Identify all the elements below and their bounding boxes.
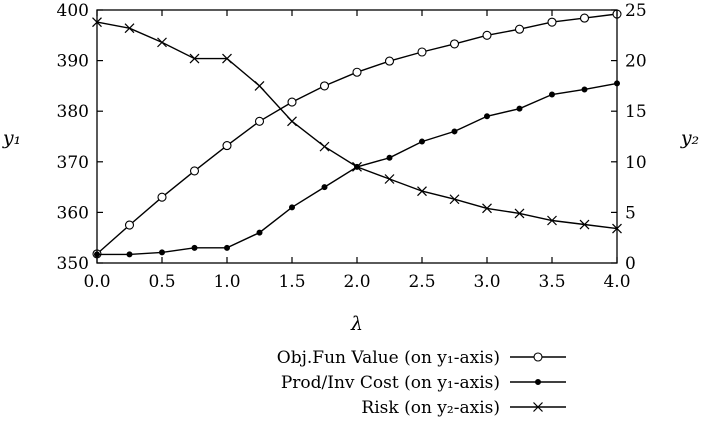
data-point-cost bbox=[581, 86, 588, 93]
x-tick-label: 2.0 bbox=[343, 272, 370, 292]
data-point-risk bbox=[157, 37, 167, 48]
data-point-objective bbox=[417, 47, 427, 57]
data-point-cost bbox=[418, 138, 425, 145]
y-left-tick-label: 360 bbox=[57, 203, 89, 223]
data-point-cost bbox=[126, 251, 133, 258]
data-point-cost bbox=[321, 184, 328, 191]
y-right-tick-label: 0 bbox=[625, 254, 636, 274]
plot-marks bbox=[92, 9, 622, 259]
y-right-axis-label: y₂ bbox=[680, 127, 699, 149]
x-tick-label: 0.0 bbox=[83, 272, 110, 292]
legend-marker-objective bbox=[533, 352, 543, 362]
plot-frame bbox=[96, 9, 618, 264]
x-tick-label: 0.5 bbox=[148, 272, 175, 292]
data-point-risk bbox=[449, 194, 460, 205]
y-right-tick-label: 25 bbox=[625, 1, 647, 21]
y-right-tick-label: 5 bbox=[625, 203, 636, 223]
x-tick-label: 4.0 bbox=[603, 272, 630, 292]
data-point-cost bbox=[288, 204, 295, 211]
data-point-cost bbox=[191, 244, 198, 251]
y-left-tick-label: 380 bbox=[57, 102, 89, 122]
data-point-risk bbox=[514, 208, 525, 219]
y-left-tick-label: 400 bbox=[57, 1, 89, 21]
data-point-risk bbox=[579, 219, 590, 230]
data-point-objective bbox=[514, 24, 525, 34]
data-point-cost bbox=[223, 244, 230, 251]
axis-ticks: 0.0 0.5 1.0 1.5 2.0 2.5 3.0 3.5 4.0 350 360 370 380 3… bbox=[57, 1, 647, 292]
data-point-risk bbox=[189, 53, 200, 64]
y-left-axis-label: y₁ bbox=[2, 127, 21, 149]
x-axis-label: λ bbox=[350, 313, 363, 335]
data-point-objective bbox=[449, 39, 460, 49]
legend-label-risk: Risk (on y₂-axis) bbox=[361, 398, 500, 418]
legend-marker-cost bbox=[535, 378, 542, 385]
y-left-tick-label: 390 bbox=[57, 52, 89, 72]
data-point-risk bbox=[287, 116, 297, 127]
x-tick-label: 1.0 bbox=[213, 272, 240, 292]
data-point-objective bbox=[124, 220, 135, 230]
data-point-objective bbox=[352, 67, 362, 77]
legend-label-objective: Obj.Fun Value (on y₁-axis) bbox=[277, 348, 500, 368]
data-point-risk bbox=[384, 174, 395, 184]
data-point-objective bbox=[189, 166, 200, 176]
x-tick-label: 3.5 bbox=[538, 272, 565, 292]
data-point-objective bbox=[319, 81, 330, 91]
data-point-objective bbox=[287, 97, 297, 107]
data-point-risk bbox=[482, 203, 492, 214]
data-point-risk bbox=[222, 53, 232, 64]
data-point-cost bbox=[516, 105, 523, 112]
y-left-tick-label: 350 bbox=[57, 254, 89, 274]
data-point-cost bbox=[256, 229, 263, 236]
data-point-objective bbox=[254, 116, 265, 126]
data-point-risk bbox=[319, 141, 330, 152]
data-point-objective bbox=[482, 30, 492, 40]
y-left-tick-label: 370 bbox=[57, 153, 89, 173]
data-point-risk bbox=[417, 186, 427, 197]
data-point-risk bbox=[254, 80, 265, 91]
x-tick-label: 3.0 bbox=[473, 272, 500, 292]
y-right-tick-label: 20 bbox=[625, 52, 647, 72]
data-point-objective bbox=[547, 17, 557, 27]
x-tick-label: 2.5 bbox=[408, 272, 435, 292]
data-point-risk bbox=[547, 215, 557, 226]
data-point-cost bbox=[549, 91, 556, 98]
data-point-cost bbox=[158, 249, 165, 256]
data-point-cost bbox=[451, 128, 458, 135]
y-right-tick-label: 10 bbox=[625, 153, 647, 173]
data-point-objective bbox=[384, 56, 395, 66]
data-point-cost bbox=[386, 154, 393, 161]
legend: Obj.Fun Value (on y₁-axis) Prod/Inv Cost… bbox=[277, 348, 566, 418]
data-point-objective bbox=[579, 13, 590, 23]
x-tick-label: 1.5 bbox=[278, 272, 305, 292]
series-line-risk bbox=[96, 21, 618, 230]
legend-marker-risk bbox=[533, 402, 543, 412]
data-point-risk bbox=[352, 161, 362, 172]
data-point-risk bbox=[124, 23, 135, 34]
data-point-objective bbox=[157, 192, 167, 202]
y-right-tick-label: 15 bbox=[625, 102, 647, 122]
legend-label-cost: Prod/Inv Cost (on y₁-axis) bbox=[281, 373, 500, 393]
data-point-cost bbox=[483, 113, 490, 120]
data-point-objective bbox=[222, 141, 232, 151]
